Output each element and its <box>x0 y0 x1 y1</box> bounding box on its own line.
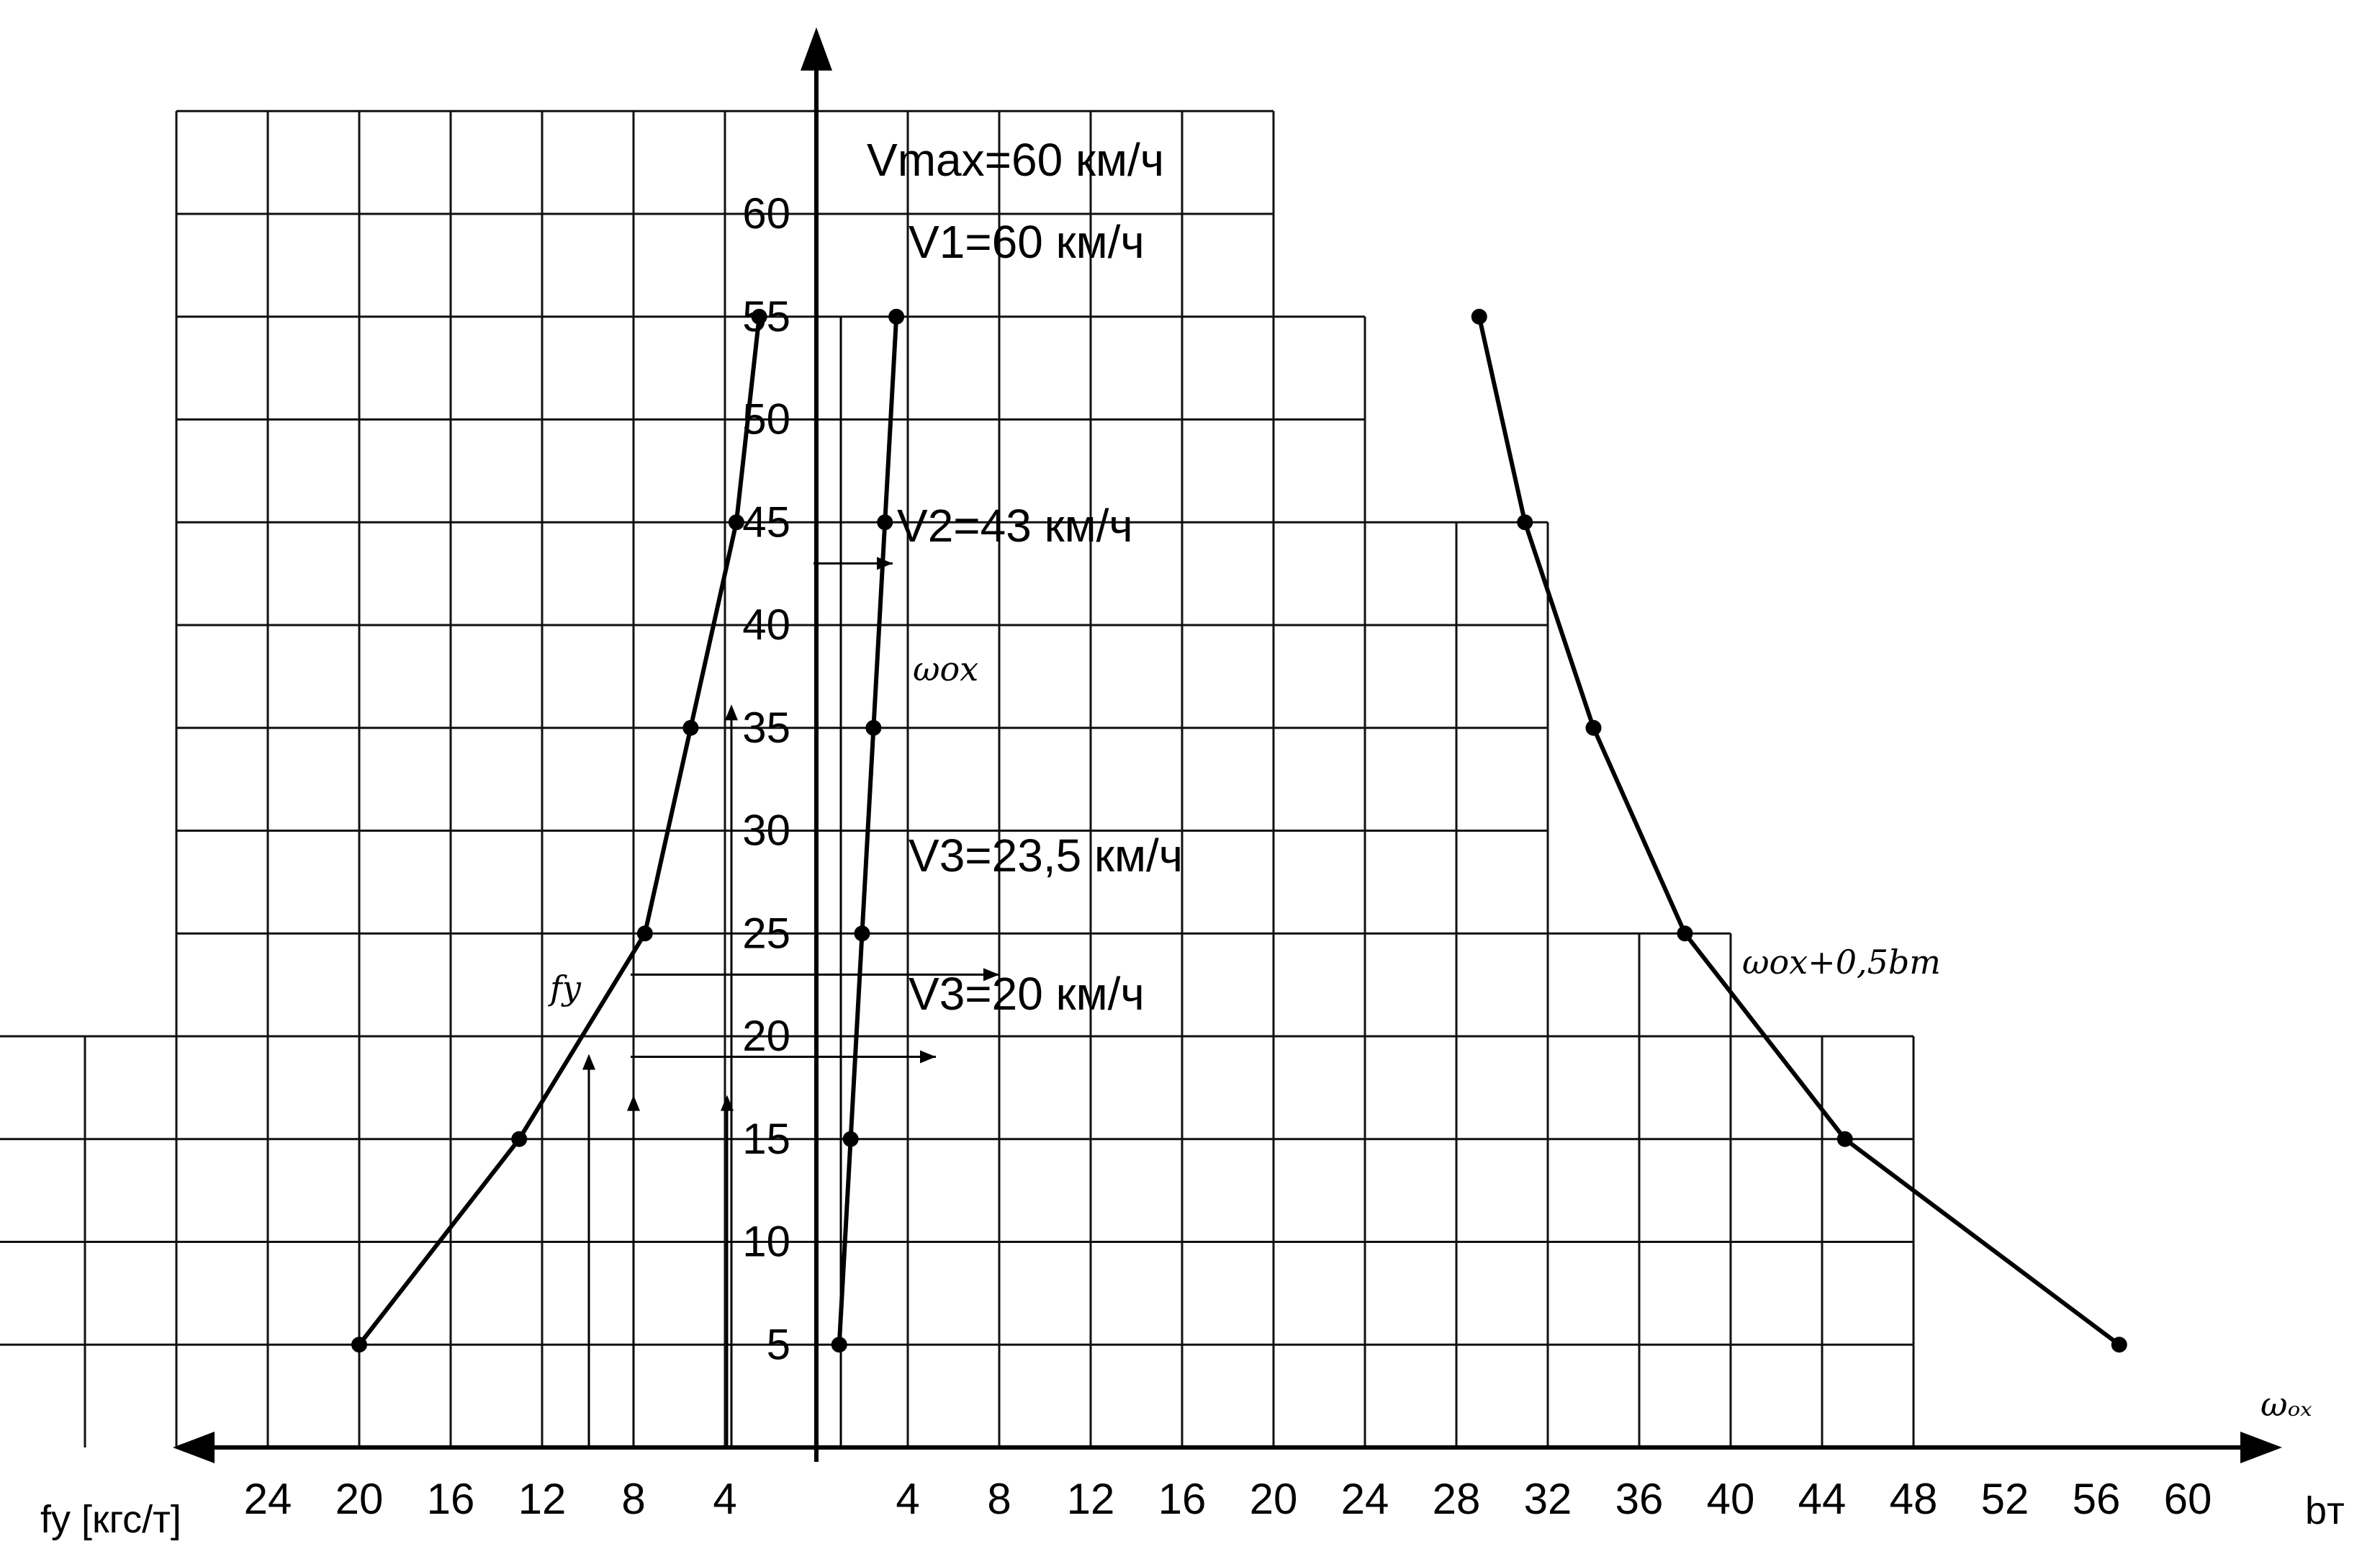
y-tick-label: 30 <box>742 807 790 855</box>
series-label-fy: fy <box>548 969 582 1007</box>
y-tick-label: 20 <box>742 1012 790 1060</box>
data-point <box>1471 308 1487 325</box>
x-tick-label-right: 24 <box>1341 1475 1389 1523</box>
data-point <box>1836 1131 1853 1147</box>
y-tick-label: 60 <box>742 189 790 238</box>
x-tick-label-right: 4 <box>896 1475 919 1523</box>
y-tick-label: 55 <box>742 292 790 341</box>
curves <box>357 316 2121 1347</box>
x-axis-label-right: bт <box>2305 1489 2345 1532</box>
series-label-wox-bt: ωох+0,5bт <box>1742 943 1941 982</box>
y-axis-arrow <box>801 27 832 71</box>
data-point <box>511 1131 528 1147</box>
construction-lines <box>582 316 999 1447</box>
data-point <box>728 514 744 531</box>
y-tick-label: 25 <box>742 909 790 957</box>
series-line-1 <box>837 316 899 1345</box>
x-tick-label-left: 24 <box>244 1475 292 1523</box>
x-tick-label-left: 16 <box>427 1475 475 1523</box>
arrow-head <box>627 1095 640 1111</box>
data-point <box>682 719 699 736</box>
grid <box>0 109 1915 1447</box>
x-tick-label-right: 16 <box>1158 1475 1207 1523</box>
data-point <box>636 925 653 942</box>
arrow-head <box>920 1050 936 1064</box>
axes <box>173 27 2282 1463</box>
data-point <box>888 308 905 325</box>
series-line-0 <box>357 316 762 1347</box>
data-point <box>2111 1337 2127 1353</box>
x-tick-label-right: 60 <box>2164 1475 2212 1523</box>
y-tick-label: 5 <box>767 1320 790 1368</box>
x-tick-label-left: 12 <box>518 1475 567 1523</box>
y-tick-label: 35 <box>742 704 790 752</box>
x-tick-label-right: 12 <box>1067 1475 1115 1523</box>
data-point <box>1585 719 1602 736</box>
data-point <box>854 925 870 942</box>
x-tick-label-right: 36 <box>1615 1475 1664 1523</box>
x-axis-symbol: ωₒₓ <box>2260 1385 2312 1424</box>
x-tick-label-right: 20 <box>1250 1475 1298 1523</box>
y-tick-label: 15 <box>742 1115 790 1163</box>
x-tick-label-right: 40 <box>1707 1475 1755 1523</box>
annotation-v2: V2=43 км/ч <box>897 500 1133 552</box>
data-point <box>865 719 882 736</box>
data-point <box>1517 514 1533 531</box>
annotation-vmax: Vmax=60 км/ч <box>867 134 1164 186</box>
data-point <box>1677 925 1693 942</box>
x-tick-label-left: 20 <box>335 1475 384 1523</box>
x-tick-label-right: 48 <box>1890 1475 1938 1523</box>
x-tick-label-right: 44 <box>1798 1475 1847 1523</box>
x-axis-label-left: fy [кгс/т] <box>40 1498 181 1541</box>
data-point <box>351 1337 367 1353</box>
data-point <box>877 514 893 531</box>
arrow-head <box>725 704 738 721</box>
y-tick-label: 45 <box>742 498 790 546</box>
x-tick-label-left: 8 <box>621 1475 645 1523</box>
data-point <box>842 1131 859 1147</box>
y-tick-label: 50 <box>742 395 790 444</box>
x-axis-arrow-right <box>2240 1432 2282 1463</box>
arrow-head <box>983 968 999 982</box>
annotation-v3a: V3=23,5 км/ч <box>909 830 1183 881</box>
x-tick-label-right: 8 <box>987 1475 1011 1523</box>
arrow-head <box>582 1054 595 1070</box>
x-axis-arrow-left <box>173 1432 215 1463</box>
data-point <box>831 1337 847 1353</box>
x-tick-label-right: 28 <box>1433 1475 1481 1523</box>
data-points <box>351 308 2127 1353</box>
annotation-v1: V1=60 км/ч <box>909 216 1145 268</box>
data-point <box>751 308 767 325</box>
y-tick-label: 40 <box>742 601 790 649</box>
series-line-2 <box>1477 316 2121 1347</box>
x-tick-label-left: 4 <box>713 1475 736 1523</box>
x-tick-label-right: 32 <box>1524 1475 1572 1523</box>
series-label-wox: ωох <box>913 650 978 688</box>
x-tick-label-right: 56 <box>2073 1475 2121 1523</box>
x-tick-label-right: 52 <box>1981 1475 2029 1523</box>
y-tick-label: 10 <box>742 1218 790 1266</box>
annotation-v3b: V3=20 км/ч <box>909 968 1145 1020</box>
